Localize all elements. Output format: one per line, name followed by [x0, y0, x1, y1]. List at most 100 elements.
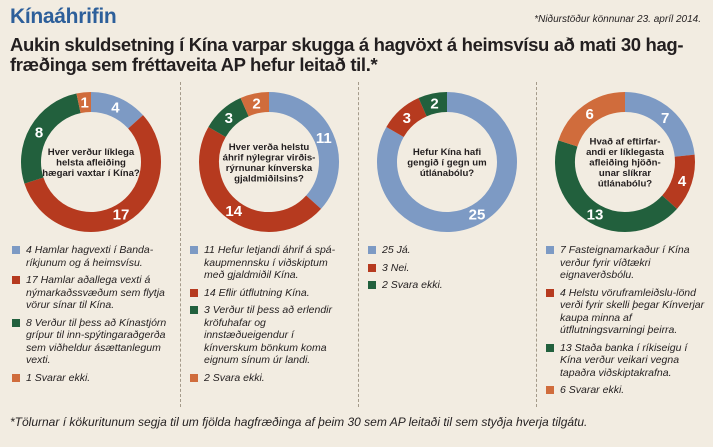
- legend-swatch: [12, 246, 20, 254]
- slice-value-label: 11: [316, 130, 332, 147]
- legend-swatch: [12, 318, 20, 327]
- legend-swatch: [546, 343, 554, 352]
- source-note: *Niðurstöður könnunar 23. apríl 2014.: [534, 14, 701, 25]
- legend-item: 3 Nei.: [368, 262, 528, 275]
- donut-question-title: Hver verður líklega helsta afleiðing hægar…: [42, 147, 140, 179]
- slice-value-label: 3: [403, 110, 411, 127]
- donut-question-title: Hvað af eftirfar-andi er líklegasta aflei…: [586, 137, 665, 190]
- legend-3: 25 Já. 3 Nei. 2 Svara ekki.: [368, 244, 528, 297]
- legend-swatch: [546, 246, 554, 254]
- legend-text: 3 Nei.: [382, 261, 410, 274]
- legend-item: 2 Svara ekki.: [368, 279, 528, 292]
- column-divider: [358, 82, 359, 407]
- legend-item: 25 Já.: [368, 244, 528, 257]
- slice-value-label: 3: [225, 110, 233, 127]
- legend-text: 11 Hefur letjandi áhrif á spá-kaupmennsk…: [204, 244, 336, 281]
- headline: Aukin skuldsetning í Kína varpar skugga …: [10, 34, 684, 75]
- legend-text: 13 Staða banka í ríkiseigu í Kína verður…: [560, 341, 688, 379]
- legend-item: 1 Svarar ekki.: [12, 372, 172, 385]
- legend-item: 8 Verður til þess að Kínastjórn grípur t…: [12, 317, 172, 367]
- legend-text: 2 Svara ekki.: [204, 371, 265, 384]
- legend-swatch: [12, 373, 20, 382]
- slice-value-label: 4: [111, 100, 120, 117]
- donut-svg: 7 4 13 6 Hvað af eftirfar-andi er líklegasta…: [555, 92, 695, 232]
- slice-value-label: 14: [225, 203, 242, 220]
- legend-text: 1 Svarar ekki.: [26, 371, 91, 384]
- legend-swatch: [368, 246, 376, 254]
- survey-question-2: 11 14 3 2 Hver verða helstu áhrif nýlegrar vi…: [184, 82, 354, 407]
- legend-item: 14 Eflir útflutning Kína.: [190, 287, 350, 300]
- slice-value-label: 6: [586, 106, 594, 123]
- legend-1: 4 Hamlar hagvexti í Banda-ríkjunum og á …: [12, 244, 172, 389]
- slice-value-label: 1: [81, 95, 89, 112]
- legend-2: 11 Hefur letjandi áhrif á spá-kaupmennsk…: [190, 244, 350, 389]
- donut-slice: [208, 98, 250, 138]
- donut-slice: [418, 92, 448, 117]
- slice-value-label: 2: [252, 96, 260, 113]
- donut-slice: [240, 92, 270, 117]
- legend-text: 7 Fasteignamarkaður í Kína verður fyrir …: [560, 244, 690, 281]
- donut-svg: 4 17 8 1 Hver verður líklega helsta afleiðing…: [21, 92, 161, 232]
- legend-text: 8 Verður til þess að Kínastjórn grípur t…: [26, 316, 167, 367]
- donut-slice: [199, 127, 322, 232]
- slice-value-label: 7: [661, 110, 669, 127]
- legend-text: 3 Verður til þess að erlendir kröfuhafar…: [204, 304, 333, 366]
- legend-item: 3 Verður til þess að erlendir kröfuhafar…: [190, 304, 350, 367]
- donut-slice: [24, 115, 161, 232]
- legend-swatch: [12, 276, 20, 284]
- donut-slice: [555, 140, 678, 232]
- footnote: *Tölurnar í kökuritunum segja til um fjö…: [10, 415, 588, 429]
- donut-svg: 11 14 3 2 Hver verða helstu áhrif nýlegrar vi…: [199, 92, 339, 232]
- survey-question-1: 4 17 8 1 Hver verður líklega helsta afleiðing…: [6, 82, 176, 407]
- legend-item: 4 Hamlar hagvexti í Banda-ríkjunum og á …: [12, 244, 172, 269]
- donut-svg: 25 3 2 Hefur Kína hafi gengið í gegn um útlán…: [377, 92, 517, 232]
- legend-text: 14 Eflir útflutning Kína.: [204, 286, 310, 299]
- legend-item: 7 Fasteignamarkaður í Kína verður fyrir …: [546, 244, 706, 282]
- donut-slice: [76, 92, 92, 114]
- donut-slice: [377, 92, 517, 232]
- column-divider: [536, 82, 537, 407]
- donut-question-title: Hver verða helstu áhrif nýlegrar virðis-r…: [223, 142, 316, 185]
- legend-text: 25 Já.: [382, 244, 411, 256]
- survey-question-3: 25 3 2 Hefur Kína hafi gengið í gegn um útlán…: [362, 82, 532, 407]
- legend-item: 17 Hamlar aðallega vexti á nýmarkaðssvæð…: [12, 274, 172, 312]
- legend-text: 6 Svarar ekki.: [560, 384, 625, 396]
- legend-swatch: [368, 263, 376, 272]
- legend-text: 17 Hamlar aðallega vexti á nýmarkaðssvæð…: [26, 274, 165, 311]
- donut-chart-2: 11 14 3 2 Hver verða helstu áhrif nýlegrar vi…: [184, 82, 354, 242]
- legend-item: 4 Helstu vöruframleiðslu-lönd verði fyri…: [546, 287, 706, 337]
- legend-swatch: [546, 288, 554, 297]
- legend-swatch: [190, 246, 198, 254]
- slice-value-label: 17: [113, 206, 130, 223]
- donut-chart-4: 7 4 13 6 Hvað af eftirfar-andi er líklegasta…: [540, 82, 710, 242]
- legend-text: 4 Helstu vöruframleiðslu-lönd verði fyri…: [560, 286, 705, 337]
- legend-item: 11 Hefur letjandi áhrif á spá-kaupmennsk…: [190, 244, 350, 282]
- survey-question-4: 7 4 13 6 Hvað af eftirfar-andi er líklegasta…: [540, 82, 710, 407]
- donut-slice: [21, 93, 82, 184]
- legend-item: 6 Svarar ekki.: [546, 384, 706, 397]
- donut-slice: [268, 92, 339, 209]
- legend-text: 2 Svara ekki.: [382, 279, 443, 291]
- column-divider: [180, 82, 181, 407]
- donut-chart-3: 25 3 2 Hefur Kína hafi gengið í gegn um útlán…: [362, 82, 532, 242]
- slice-value-label: 8: [35, 124, 43, 141]
- donut-slice: [558, 92, 626, 147]
- legend-swatch: [368, 281, 376, 289]
- donut-slice: [661, 154, 695, 209]
- slice-value-label: 25: [469, 206, 486, 223]
- legend-item: 2 Svara ekki.: [190, 372, 350, 385]
- slice-value-label: 13: [587, 206, 604, 223]
- legend-swatch: [190, 288, 198, 297]
- legend-text: 4 Hamlar hagvexti í Banda-ríkjunum og á …: [26, 244, 154, 269]
- legend-swatch: [546, 386, 554, 394]
- legend-swatch: [190, 373, 198, 382]
- donut-chart-1: 4 17 8 1 Hver verður líklega helsta afleiðing…: [6, 82, 176, 242]
- legend-swatch: [190, 306, 198, 314]
- legend-item: 13 Staða banka í ríkiseigu í Kína verður…: [546, 342, 706, 380]
- legend-4: 7 Fasteignamarkaður í Kína verður fyrir …: [546, 244, 706, 402]
- kicker-title: Kínaáhrifin: [10, 5, 117, 28]
- donut-slice: [386, 98, 428, 138]
- slice-value-label: 4: [678, 173, 687, 190]
- donut-slice: [90, 92, 144, 129]
